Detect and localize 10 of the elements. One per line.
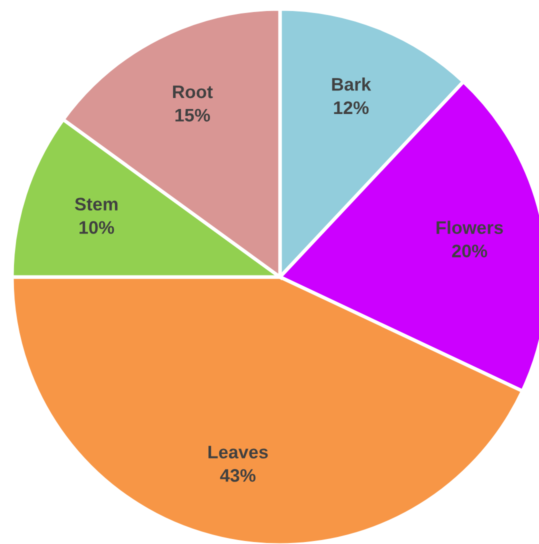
slice-label: Stem xyxy=(74,198,118,211)
data-label: 12% xyxy=(334,101,369,114)
slice-label: Leaves xyxy=(208,446,268,458)
slice-label: Bark xyxy=(332,77,372,91)
data-label: 15% xyxy=(175,108,210,122)
data-label: 43% xyxy=(220,469,256,482)
data-label: 10% xyxy=(80,221,114,234)
data-label: 20% xyxy=(452,244,488,258)
slice-label: Flowers xyxy=(436,220,503,234)
slice-label: Root xyxy=(173,86,213,98)
